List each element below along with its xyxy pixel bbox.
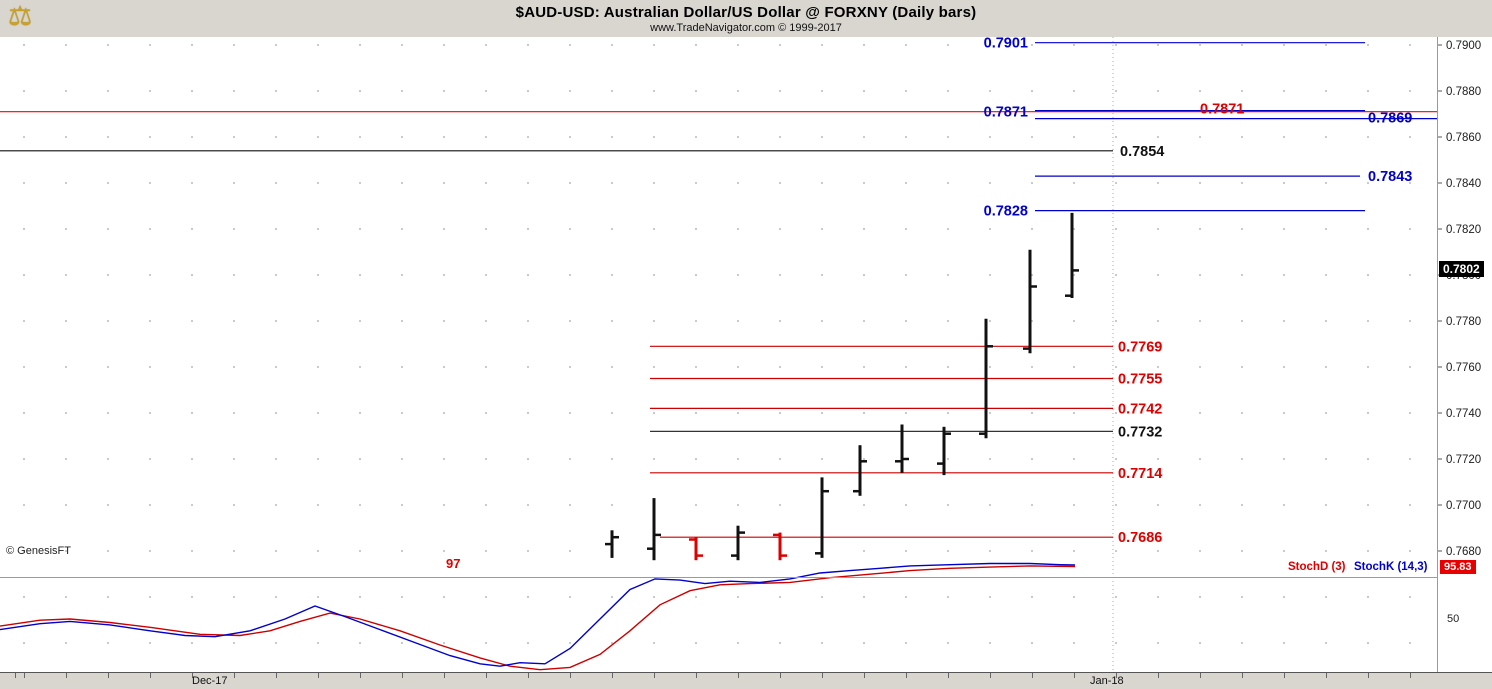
time-axis: Dec-17 Jan-18 [0, 672, 1492, 689]
bar-count-annotation: 97 [446, 556, 461, 571]
y-axis-tick-label: 0.7700 [1446, 500, 1481, 512]
stoch-panel-separator [0, 577, 1437, 578]
price-level-label: 0.7869 [1368, 110, 1412, 126]
genesisft-watermark: © GenesisFT [6, 545, 71, 557]
time-axis-ticks [0, 673, 1437, 678]
y-axis-tick-label: 0.7720 [1446, 454, 1481, 466]
y-axis-tick-label: 0.7820 [1446, 224, 1481, 236]
price-level-label: 0.7714 [1118, 466, 1162, 482]
price-level-label: 0.7755 [1118, 372, 1162, 388]
x-axis-label-dec: Dec-17 [192, 675, 228, 687]
price-level-label: 0.7828 [984, 204, 1028, 220]
price-level-label: 0.7854 [1120, 144, 1164, 160]
price-level-label: 0.7843 [1368, 169, 1412, 185]
stochd-legend-label[interactable]: StochD (3) [1288, 561, 1346, 573]
y-axis-tick-label: 0.7860 [1446, 132, 1481, 144]
y-axis-tick-label: 0.7680 [1446, 546, 1481, 558]
price-level-label: 0.7769 [1118, 339, 1162, 355]
chart-header: ⚖ $AUD-USD: Australian Dollar/US Dollar … [0, 0, 1492, 37]
x-axis-label-jan: Jan-18 [1090, 675, 1124, 687]
scales-logo-icon[interactable]: ⚖ [8, 1, 33, 31]
y-axis-separator [1437, 37, 1438, 672]
stoch-value-badge: 95.83 [1440, 560, 1476, 574]
grid-dots [0, 37, 1437, 671]
current-price-badge: 0.7802 [1439, 261, 1484, 277]
stoch-midline-label: 50 [1447, 613, 1460, 625]
y-axis-tick-label: 0.7880 [1446, 86, 1481, 98]
price-level-label: 0.7686 [1118, 530, 1162, 546]
price-level-label: 0.7871 [1200, 101, 1244, 117]
price-level-label: 0.7732 [1118, 424, 1162, 440]
y-axis-tick-label: 0.7900 [1446, 40, 1481, 52]
y-axis-tick-label: 0.7740 [1446, 408, 1481, 420]
chart-subtitle: www.TradeNavigator.com © 1999-2017 [650, 22, 842, 34]
chart-title: $AUD-USD: Australian Dollar/US Dollar @ … [515, 4, 977, 21]
y-axis-tick-label: 0.7760 [1446, 362, 1481, 374]
y-axis-tick-label: 0.7840 [1446, 178, 1481, 190]
y-axis-tick-label: 0.7780 [1446, 316, 1481, 328]
price-level-label: 0.7742 [1118, 401, 1162, 417]
stochk-legend-label[interactable]: StochK (14,3) [1354, 561, 1428, 573]
price-level-label: 0.7871 [984, 105, 1028, 121]
stochd-line [0, 565, 1076, 671]
price-level-label: 0.7901 [984, 36, 1028, 52]
stochk-line [0, 562, 1076, 667]
